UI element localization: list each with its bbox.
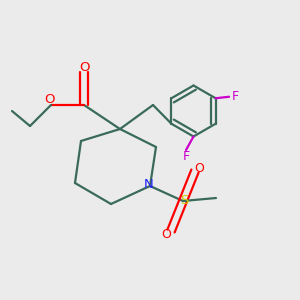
- Text: F: F: [182, 149, 190, 163]
- Text: O: O: [162, 227, 171, 241]
- Text: S: S: [180, 194, 189, 208]
- Text: O: O: [79, 61, 89, 74]
- Text: O: O: [195, 161, 204, 175]
- Text: O: O: [44, 93, 55, 106]
- Text: F: F: [232, 90, 238, 103]
- Text: N: N: [144, 178, 153, 191]
